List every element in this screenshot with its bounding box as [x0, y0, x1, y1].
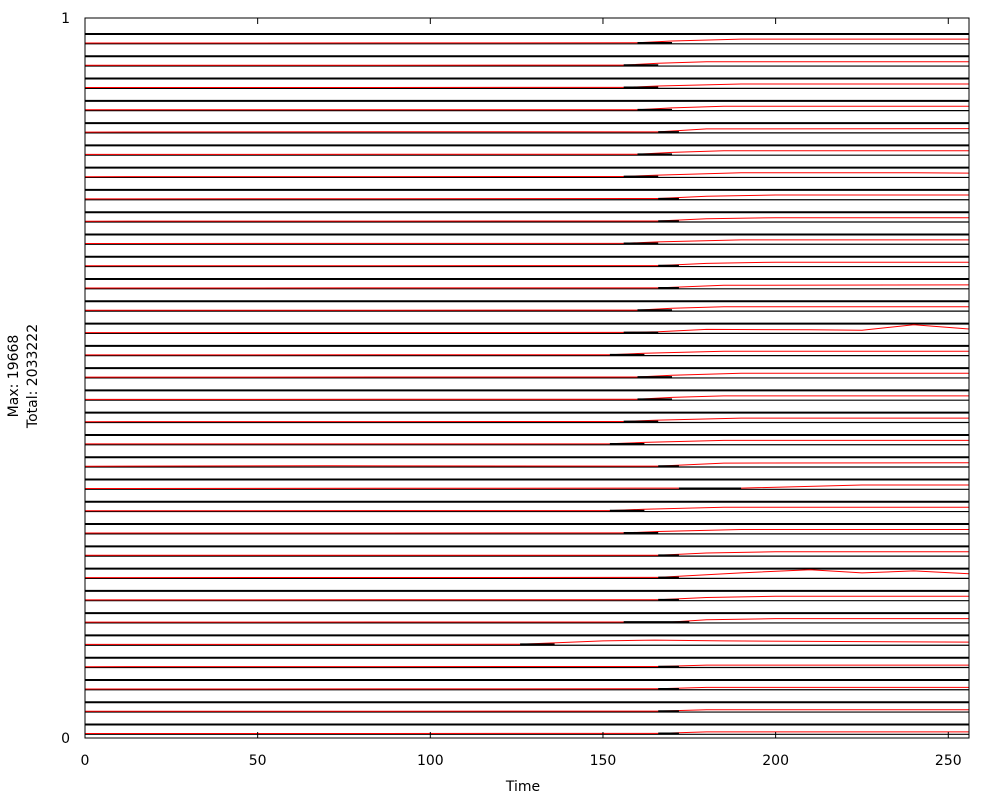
- lane-trace: [84, 284, 970, 289]
- lane-trace: [84, 372, 969, 378]
- lane-trace: [84, 569, 970, 579]
- lane-trace: [84, 551, 969, 556]
- lane-trace: [84, 506, 969, 512]
- x-tick-label: 100: [417, 753, 444, 769]
- lane-18: [84, 411, 969, 424]
- lane-trace: [84, 306, 969, 311]
- lane-6: [84, 144, 969, 156]
- lane-trace: [84, 350, 969, 356]
- lane-trace: [84, 38, 969, 44]
- x-tick-label: 0: [81, 753, 90, 769]
- lane-9: [84, 211, 969, 223]
- lane-trace: [84, 484, 969, 489]
- lane-29: [84, 656, 969, 669]
- lane-25: [84, 567, 970, 579]
- lane-12: [84, 278, 970, 290]
- lane-trace: [84, 639, 970, 645]
- lane-13: [84, 300, 969, 312]
- lane-trace: [84, 261, 969, 267]
- lane-trace: [84, 105, 969, 111]
- lane-20: [84, 456, 970, 468]
- lane-15: [84, 344, 969, 357]
- lane-trace: [84, 395, 969, 400]
- lane-trace: [84, 686, 969, 690]
- x-tick-label: 250: [935, 753, 962, 769]
- lane-trace: [84, 417, 969, 423]
- y-axis-label-max: Max: 19668: [6, 335, 22, 418]
- lane-trace: [84, 462, 970, 467]
- x-tick-label: 50: [249, 753, 267, 769]
- lane-trace: [84, 618, 969, 623]
- lane-28: [84, 634, 970, 646]
- lane-17: [84, 389, 969, 401]
- lane-1: [84, 33, 969, 45]
- lane-23: [84, 523, 969, 535]
- lane-trace: [84, 194, 969, 200]
- lane-24: [84, 545, 969, 557]
- lane-30: [84, 678, 969, 691]
- lane-11: [84, 255, 969, 268]
- lane-trace: [84, 83, 969, 88]
- y-tick-label: 0: [61, 731, 70, 747]
- lane-trace: [84, 150, 969, 155]
- lane-trace: [84, 128, 970, 133]
- lane-32: [84, 723, 969, 735]
- lane-5: [84, 122, 970, 134]
- lane-21: [84, 478, 969, 490]
- lane-trace: [84, 324, 970, 334]
- lane-trace: [84, 709, 969, 712]
- lane-27: [84, 612, 969, 624]
- lane-trace: [84, 439, 969, 445]
- y-tick-label: 1: [61, 11, 70, 27]
- axes: 0 50 100 150 200 250 0 1: [61, 11, 970, 769]
- lane-19: [84, 433, 969, 446]
- lane-trace: [84, 239, 969, 244]
- lane-trace: [84, 595, 969, 601]
- lane-4: [84, 99, 969, 112]
- x-tick-label: 150: [590, 753, 617, 769]
- lane-trace: [84, 61, 969, 66]
- lane-10: [84, 233, 969, 245]
- lane-7: [84, 166, 970, 179]
- plot-area: [84, 33, 970, 735]
- lane-8: [84, 188, 969, 201]
- lane-trace: [84, 217, 969, 222]
- lane-trace: [84, 664, 969, 668]
- lane-26: [84, 589, 969, 602]
- plot-frame: [84, 17, 970, 739]
- lane-16: [84, 367, 969, 379]
- lane-2: [84, 55, 969, 67]
- lane-31: [84, 701, 969, 713]
- lane-3: [84, 77, 969, 89]
- lane-trace: [84, 731, 969, 734]
- lane-14: [84, 322, 970, 334]
- lane-trace: [84, 172, 970, 178]
- lane-22: [84, 500, 969, 513]
- y-axis-label-total: Total: 2033222: [25, 324, 41, 429]
- x-axis-label: Time: [505, 779, 540, 795]
- x-tick-label: 200: [762, 753, 789, 769]
- lane-trace: [84, 529, 969, 534]
